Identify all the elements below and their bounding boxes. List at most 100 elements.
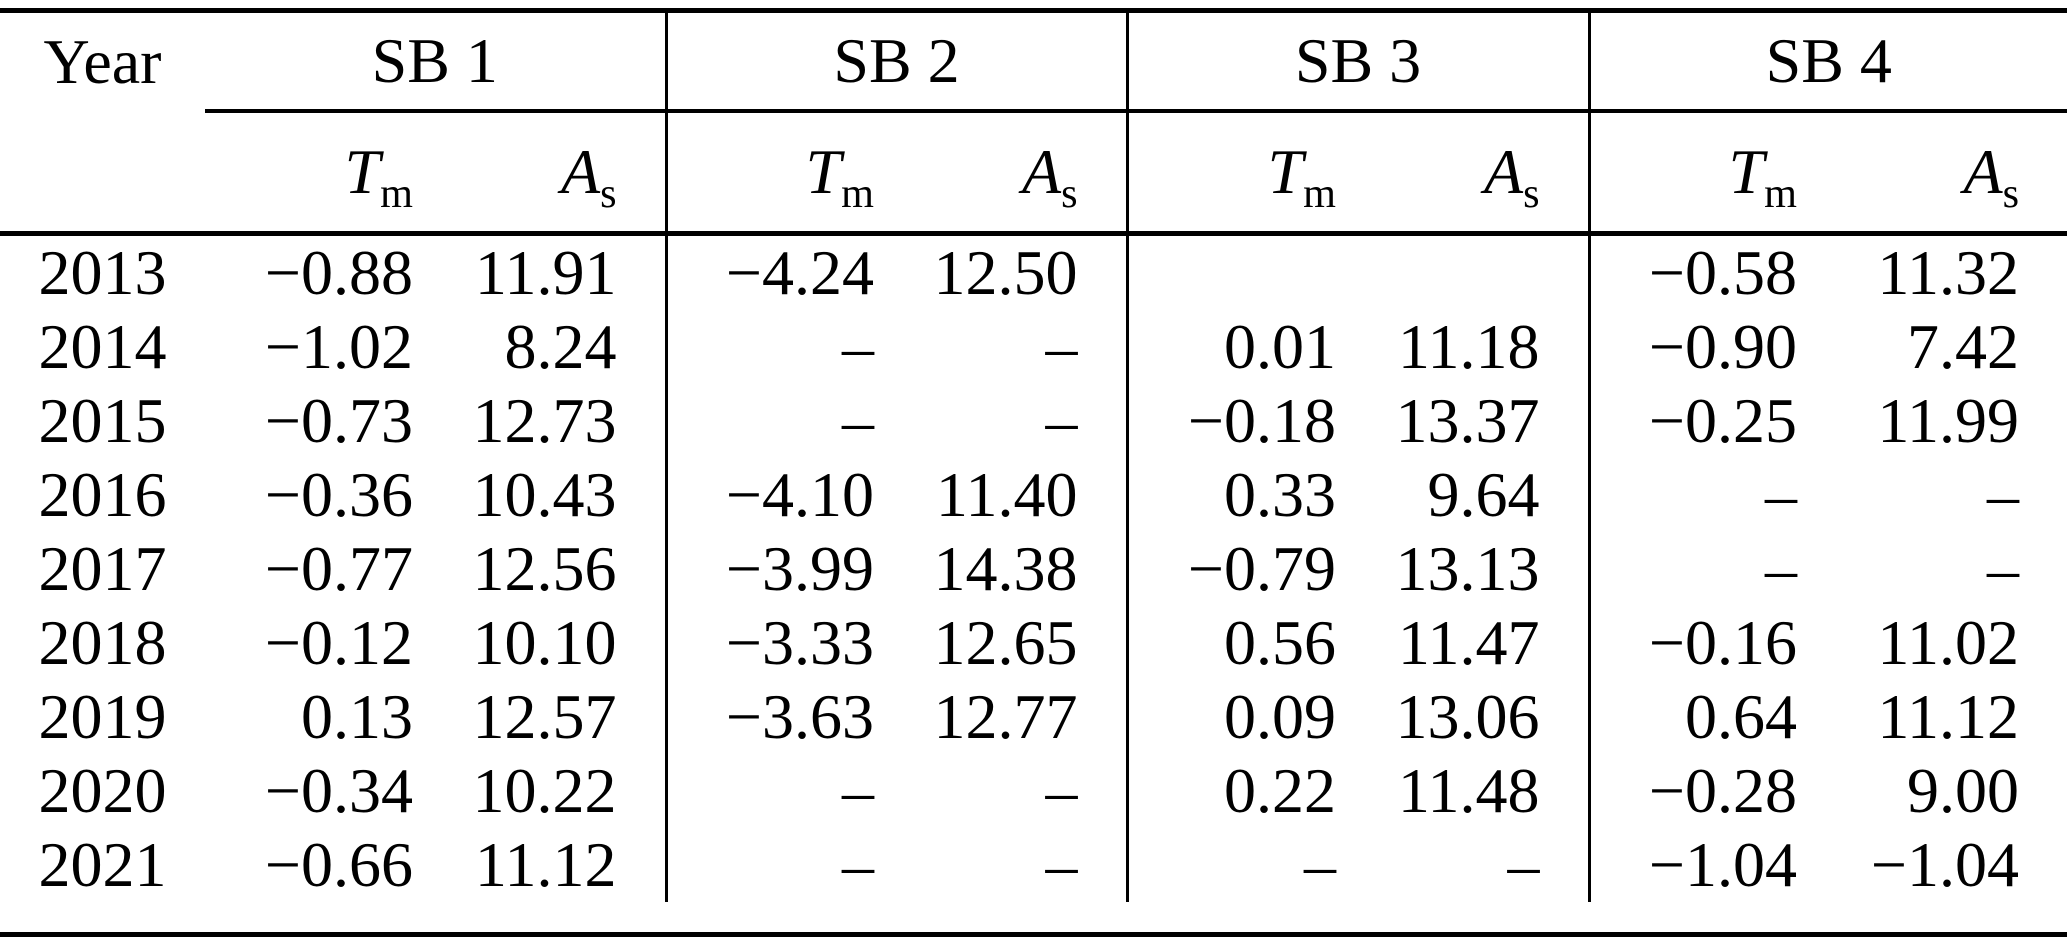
tm-subscript: m (841, 169, 874, 217)
tm-subscript: m (1303, 169, 1336, 217)
value-cell-sb2-as: – (1045, 829, 1078, 900)
value-cell-sb2-tm: −4.10 (664, 458, 922, 532)
year-cell: 2013 (38, 237, 167, 308)
value-cell-sb1-tm: −0.66 (264, 829, 413, 900)
as-subscript: s (600, 169, 617, 217)
group-header-row: Year SB 1 SB 2 SB 3 SB 4 (0, 10, 2067, 113)
value-cell-sb4-tm: −0.16 (1587, 606, 1845, 680)
as-subscript: s (1061, 169, 1078, 217)
table-row-2016: 2016 −0.36 10.43 −4.10 11.40 0.33 9.64 –… (0, 458, 2067, 532)
value-cell-sb2-tm: – (664, 828, 922, 902)
value-cell-sb4-tm: −0.90 (1587, 310, 1845, 384)
column-header-sb1: SB 1 (205, 10, 666, 113)
table-row-2018: 2018 −0.12 10.10 −3.33 12.65 0.56 11.47 … (0, 606, 2067, 680)
value-cell-sb3-as: 13.37 (1395, 385, 1540, 456)
table-row-2019: 2019 0.13 12.57 −3.63 12.77 0.09 13.06 0… (0, 680, 2067, 754)
value-cell-sb3-tm: 0.01 (1125, 310, 1384, 384)
value-cell-sb3-tm: 0.56 (1125, 606, 1384, 680)
value-cell-sb1-as: 12.56 (472, 533, 617, 604)
value-cell-sb4-as: 11.99 (1877, 385, 2019, 456)
table-body: 2013 −0.88 11.91 −4.24 12.50 −0.58 11.32… (0, 233, 2067, 935)
tm-symbol: T (344, 136, 381, 207)
value-cell-sb3-tm (1125, 233, 1384, 310)
value-cell-sb4-tm: – (1587, 458, 1845, 532)
value-cell-sb1-tm: 0.13 (301, 681, 413, 752)
table-row-2015: 2015 −0.73 12.73 – – −0.18 13.37 −0.25 1… (0, 384, 2067, 458)
tm-symbol: T (805, 136, 842, 207)
tm-symbol: T (1728, 136, 1765, 207)
year-cell: 2014 (38, 311, 167, 382)
year-cell: 2021 (38, 829, 167, 900)
tm-symbol: T (1267, 136, 1304, 207)
value-cell-sb3-as: – (1507, 829, 1540, 900)
value-cell-sb4-as: 11.32 (1877, 237, 2019, 308)
value-cell-sb1-tm: −0.12 (264, 607, 413, 678)
table-row-2020: 2020 −0.34 10.22 – – 0.22 11.48 −0.28 9.… (0, 754, 2067, 828)
value-cell-sb3-tm: 0.09 (1125, 680, 1384, 754)
subheader-row: Tm As Tm As Tm As Tm As (0, 111, 2067, 236)
subheader-sb1-as: As (461, 111, 666, 236)
value-cell-sb2-as: 12.65 (933, 607, 1078, 678)
as-symbol: A (560, 136, 601, 207)
table-row-2021: 2021 −0.66 11.12 – – – – −1.04 −1.04 (0, 828, 2067, 902)
value-cell-sb2-tm: −3.99 (664, 532, 922, 606)
subheader-sb2-as: As (922, 111, 1127, 236)
column-header-year: Year (43, 26, 162, 97)
value-cell-sb4-as: 9.00 (1907, 755, 2019, 826)
value-cell-sb4-tm: −1.04 (1587, 828, 1845, 902)
value-cell-sb3-as: 9.64 (1427, 459, 1540, 530)
as-symbol: A (1483, 136, 1524, 207)
value-cell-sb3-tm: −0.18 (1125, 384, 1384, 458)
value-cell-sb1-tm: −0.88 (264, 237, 413, 308)
tm-subscript: m (1764, 169, 1797, 217)
as-subscript: s (2002, 169, 2019, 217)
column-header-sb3: SB 3 (1125, 10, 1589, 113)
value-cell-sb2-tm: −3.63 (664, 680, 922, 754)
value-cell-sb3-tm: −0.79 (1125, 532, 1384, 606)
as-symbol: A (1021, 136, 1062, 207)
value-cell-sb2-tm: −3.33 (664, 606, 922, 680)
year-cell: 2018 (38, 607, 167, 678)
value-cell-sb2-as: – (1045, 311, 1078, 382)
value-cell-sb4-as: 11.02 (1877, 607, 2019, 678)
table-row-2013: 2013 −0.88 11.91 −4.24 12.50 −0.58 11.32 (0, 233, 2067, 311)
value-cell-sb4-tm: – (1587, 532, 1845, 606)
value-cell-sb1-as: 8.24 (504, 311, 617, 382)
value-cell-sb3-tm: 0.33 (1125, 458, 1384, 532)
value-cell-sb3-as (1384, 234, 1589, 311)
value-cell-sb4-tm: 0.64 (1587, 680, 1845, 754)
table-header: Year SB 1 SB 2 SB 3 SB 4 Tm As Tm As Tm … (0, 10, 2067, 236)
value-cell-sb3-tm: 0.22 (1125, 754, 1384, 828)
value-cell-sb2-tm: – (664, 310, 922, 384)
value-cell-sb2-as: 11.40 (935, 459, 1078, 530)
value-cell-sb2-tm: −4.24 (664, 233, 922, 310)
subheader-sb3-tm: Tm (1125, 111, 1384, 236)
value-cell-sb1-as: 11.12 (474, 829, 617, 900)
value-cell-sb1-as: 10.22 (472, 755, 617, 826)
value-cell-sb4-tm: −0.25 (1587, 384, 1845, 458)
column-header-sb4: SB 4 (1587, 10, 2067, 113)
value-cell-sb2-as: 12.77 (933, 681, 1078, 752)
subheader-sb4-as: As (1845, 111, 2067, 236)
value-cell-sb4-tm: −0.58 (1587, 233, 1845, 310)
table-row-2014: 2014 −1.02 8.24 – – 0.01 11.18 −0.90 7.4… (0, 310, 2067, 384)
subheader-sb1-tm: Tm (205, 111, 461, 236)
value-cell-sb1-as: 10.10 (472, 607, 617, 678)
bottom-spacer-row (0, 902, 2067, 935)
results-table: Year SB 1 SB 2 SB 3 SB 4 Tm As Tm As Tm … (0, 8, 2067, 937)
value-cell-sb1-as: 10.43 (472, 459, 617, 530)
year-cell: 2017 (38, 533, 167, 604)
subheader-empty (0, 111, 205, 236)
tm-subscript: m (380, 169, 413, 217)
year-cell: 2016 (38, 459, 167, 530)
as-symbol: A (1963, 136, 2003, 207)
value-cell-sb4-as: 7.42 (1907, 311, 2019, 382)
value-cell-sb4-as: −1.04 (1870, 829, 2019, 900)
as-subscript: s (1523, 169, 1540, 217)
value-cell-sb3-as: 11.47 (1397, 607, 1540, 678)
subheader-sb3-as: As (1384, 111, 1589, 236)
value-cell-sb1-tm: −0.36 (264, 459, 413, 530)
value-cell-sb3-as: 11.48 (1397, 755, 1540, 826)
value-cell-sb2-as: 12.50 (933, 237, 1078, 308)
value-cell-sb2-as: 14.38 (933, 533, 1078, 604)
